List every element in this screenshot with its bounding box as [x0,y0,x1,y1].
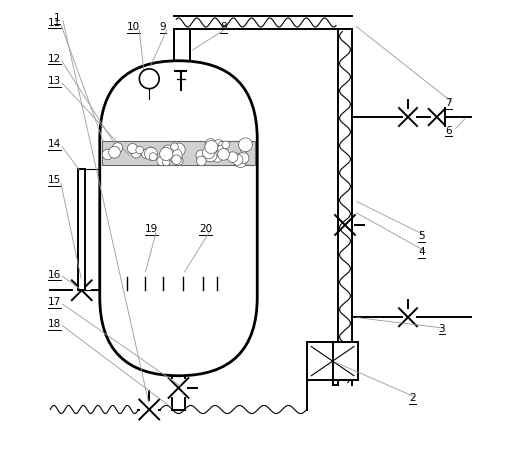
Text: 13: 13 [48,76,61,86]
Circle shape [238,138,252,152]
Text: 18: 18 [48,319,61,329]
Circle shape [215,147,226,158]
Circle shape [205,139,216,150]
Circle shape [131,148,140,158]
Circle shape [168,148,182,162]
Text: 20: 20 [199,225,212,234]
Text: 10: 10 [127,22,140,32]
Text: 5: 5 [417,231,424,241]
Circle shape [141,149,151,159]
Circle shape [221,141,229,148]
Circle shape [172,143,185,157]
Circle shape [202,146,214,159]
Circle shape [147,147,155,156]
Text: 7: 7 [444,99,451,108]
Text: 1: 1 [53,13,60,23]
Circle shape [205,140,217,153]
Circle shape [212,140,224,152]
Bar [78,169,85,290]
Circle shape [144,147,157,160]
Circle shape [240,146,247,153]
Text: 2: 2 [408,393,415,403]
Circle shape [195,150,206,161]
FancyBboxPatch shape [100,61,257,376]
Text: 6: 6 [444,126,451,135]
Circle shape [234,156,246,167]
Text: 9: 9 [159,22,166,32]
Circle shape [162,158,169,166]
Text: 12: 12 [48,54,61,63]
Circle shape [172,155,181,164]
Circle shape [209,144,219,155]
Circle shape [174,157,183,165]
Circle shape [237,153,248,164]
Circle shape [227,152,237,162]
Text: 17: 17 [48,297,61,307]
Circle shape [196,156,206,166]
Circle shape [232,154,242,165]
Circle shape [203,148,217,162]
Circle shape [162,145,173,156]
Circle shape [112,143,122,153]
Circle shape [139,69,159,89]
Text: 8: 8 [220,22,227,32]
Text: 4: 4 [417,247,424,257]
Text: 11: 11 [48,18,61,27]
Bar [306,342,358,380]
Bar [102,140,254,166]
Circle shape [102,149,112,160]
Circle shape [157,157,165,166]
Circle shape [211,151,222,162]
Circle shape [217,145,224,153]
Text: 3: 3 [438,324,444,333]
Text: 16: 16 [48,270,61,279]
Text: 14: 14 [48,139,61,149]
Circle shape [217,148,229,160]
Circle shape [232,153,242,163]
Text: 19: 19 [145,225,158,234]
Circle shape [218,141,225,149]
Text: 15: 15 [48,175,61,185]
Circle shape [171,143,178,150]
Circle shape [159,147,173,161]
Circle shape [108,146,120,158]
Circle shape [149,153,157,161]
Circle shape [135,146,143,154]
Circle shape [127,144,137,153]
